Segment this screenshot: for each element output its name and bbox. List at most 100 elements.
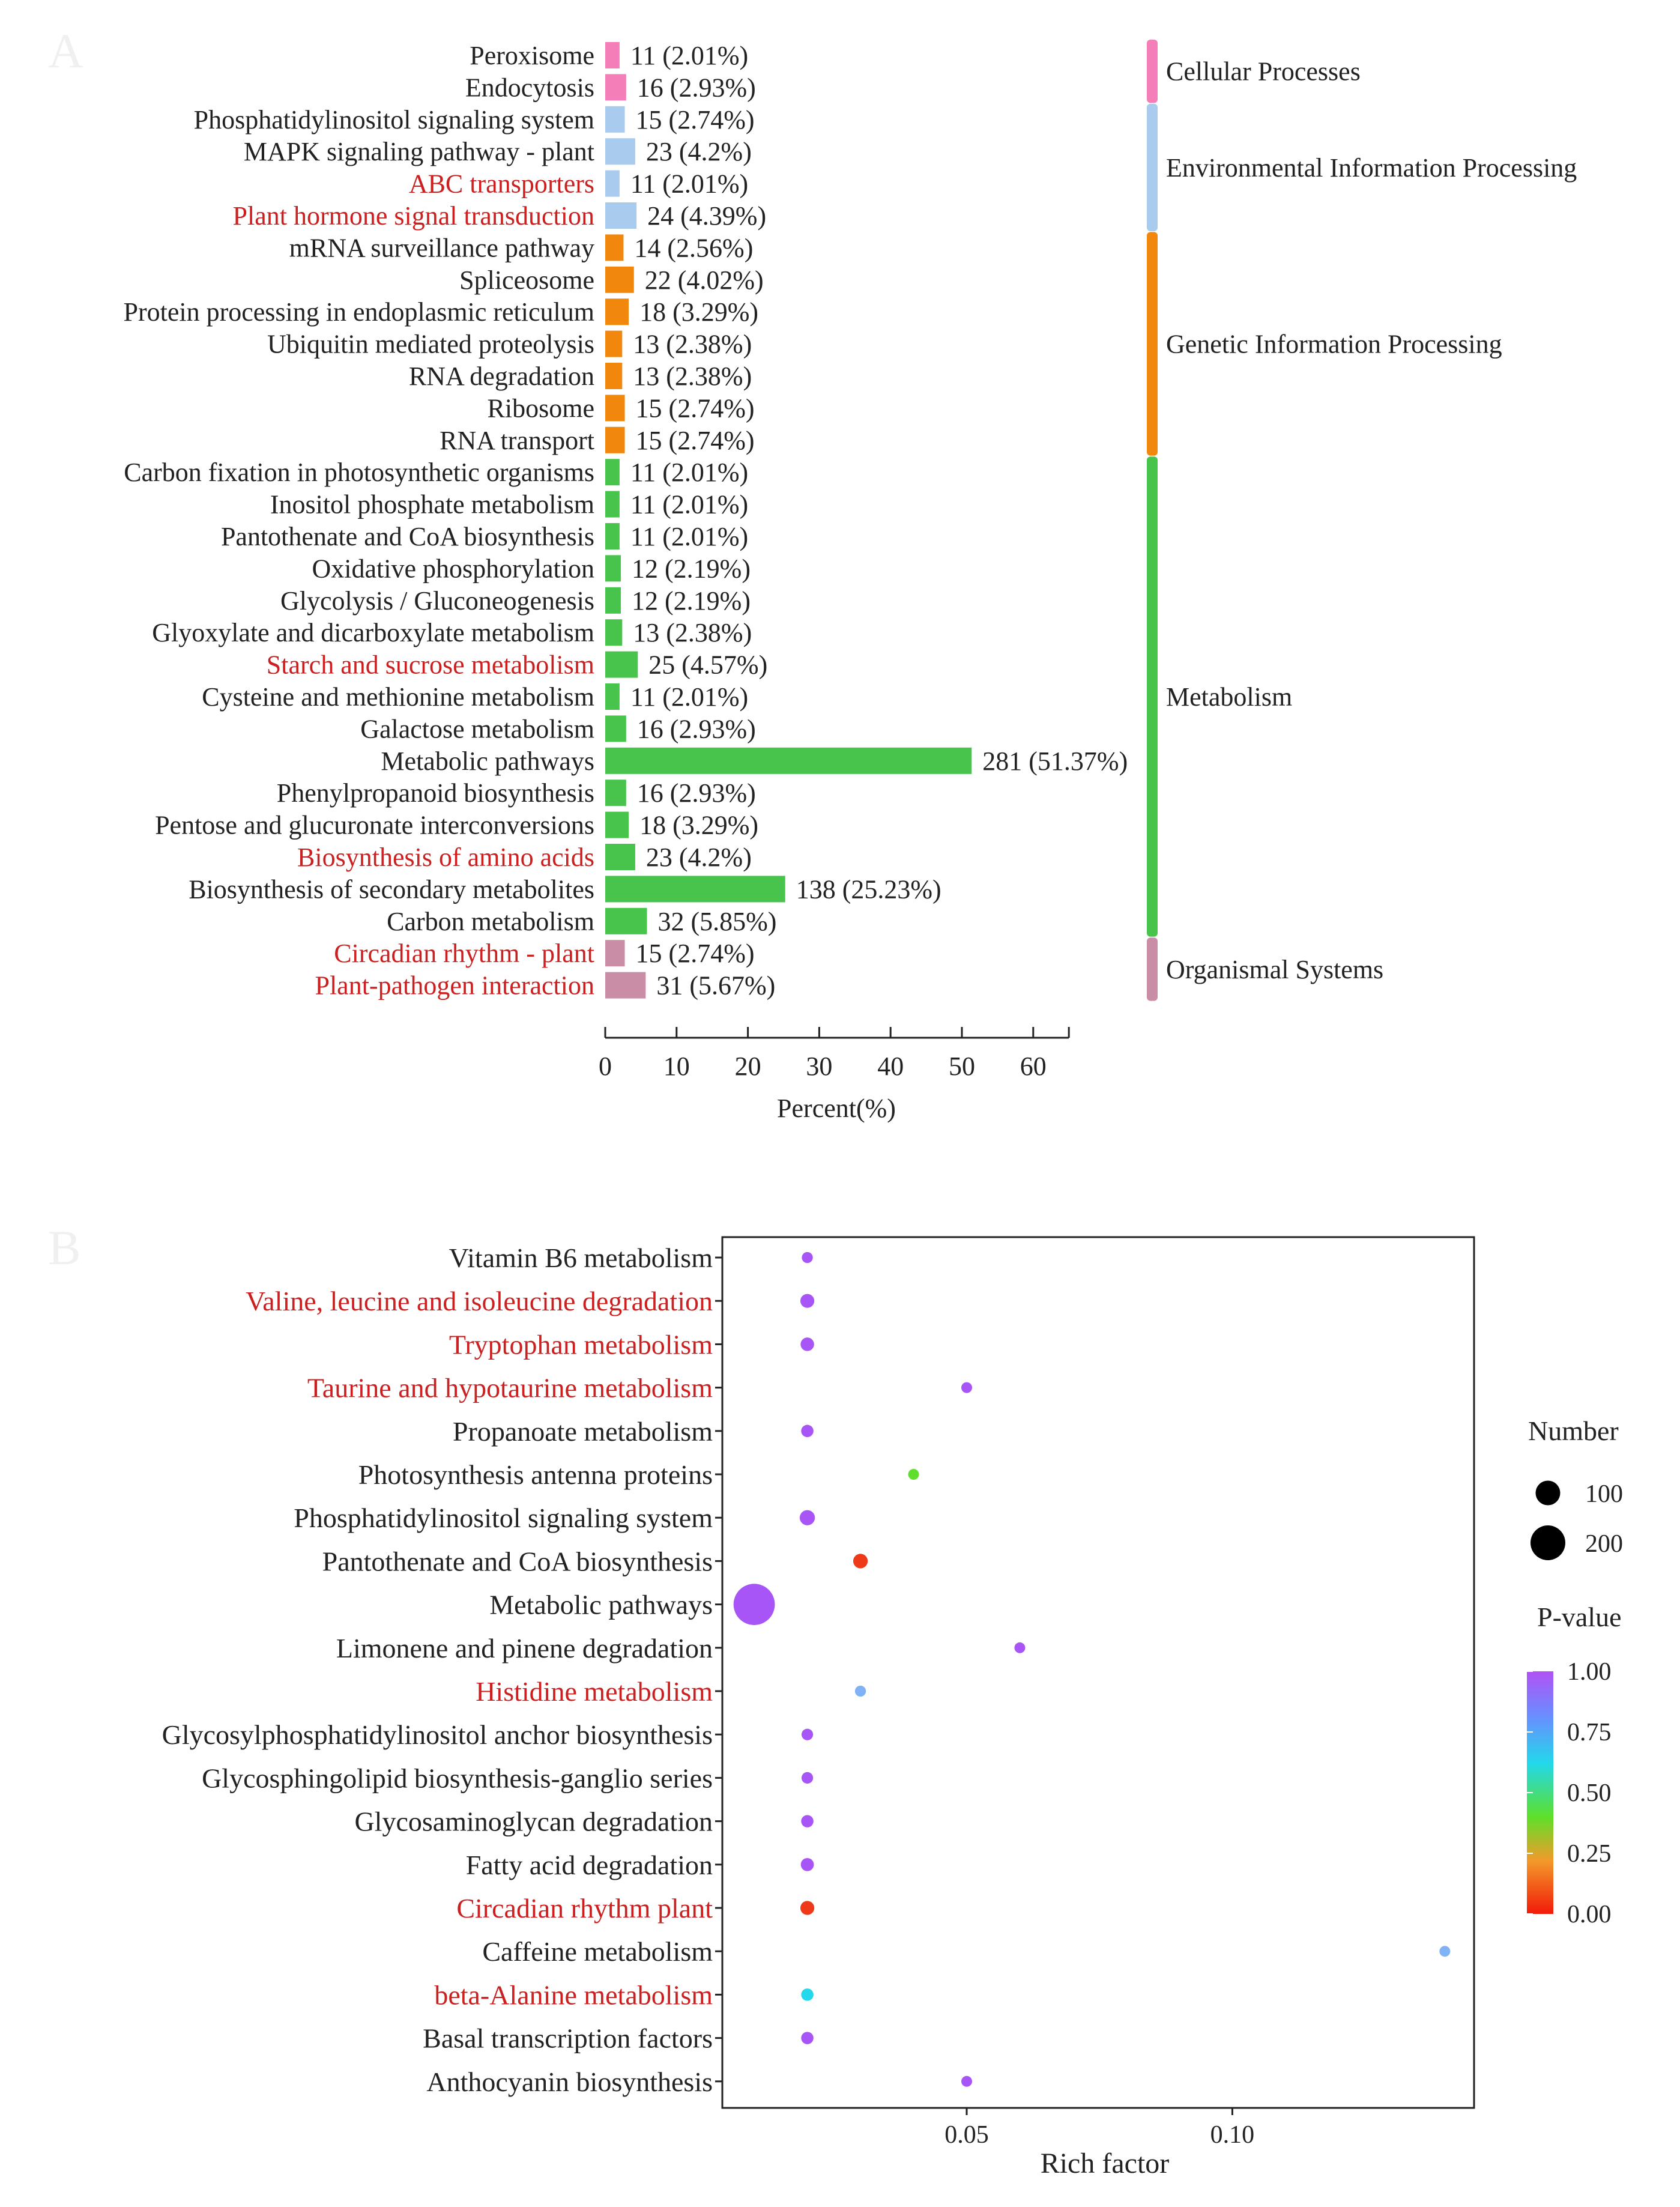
category-label: RNA transport [440,426,594,455]
value-label: 13 (2.38%) [633,330,752,359]
group-bracket [1147,232,1158,456]
value-label: 281 (51.37%) [982,746,1128,776]
category-label: Endocytosis [465,73,594,102]
bar [605,940,625,967]
category-label: MAPK signaling pathway - plant [244,137,594,166]
category-label: Galactose metabolism [360,714,594,743]
bar [605,106,625,133]
category-label: Metabolic pathways [381,746,594,776]
point [801,1815,814,1827]
category-label: Cysteine and methionine metabolism [202,682,594,712]
value-label: 22 (4.02%) [645,265,764,295]
pathway-label: Circadian rhythm plant [456,1893,713,1924]
pathway-label: Limonene and pinene degradation [336,1633,713,1664]
pathway-label: Caffeine metabolism [482,1936,713,1967]
category-label: Phosphatidylinositol signaling system [194,105,594,135]
category-label: Biosynthesis of secondary metabolites [189,874,594,904]
tick-label: 0.10 [1210,2121,1255,2149]
panel-b-label: B [48,1220,81,1275]
point-series [733,1252,1451,2087]
pathway-label: Glycosylphosphatidylinositol anchor bios… [162,1719,713,1750]
pathway-label: Fatty acid degradation [466,1850,713,1880]
category-label: Carbon fixation in photosynthetic organi… [124,458,594,487]
point [800,1857,814,1871]
bar-series [605,42,972,999]
category-labels: Peroxisome Endocytosis Phosphatidylinosito… [123,41,594,1001]
value-label: 11 (2.01%) [630,490,748,519]
category-label: Phenylpropanoid biosynthesis [277,778,594,808]
bar [605,811,629,838]
color-legend-title: P-value [1537,1602,1622,1632]
tick-label: 30 [806,1052,832,1081]
tick-label: 50 [949,1052,975,1081]
value-label: 11 (2.01%) [630,522,748,551]
value-label: 23 (4.2%) [646,137,752,166]
point [854,1685,866,1697]
category-label: Biosynthesis of amino acids [297,843,594,872]
value-label: 11 (2.01%) [630,458,748,487]
bar [605,780,626,807]
color-bar-label: 0.25 [1567,1840,1612,1868]
bar [605,619,623,646]
bar [605,683,620,710]
bar [605,138,635,165]
point [853,1554,868,1569]
group-label: Environmental Information Processing [1166,153,1577,183]
point [800,1294,815,1308]
point [800,1337,814,1351]
category-label: Glyoxylate and dicarboxylate metabolism [152,618,594,647]
value-label: 18 (3.29%) [639,811,758,840]
color-bar-label: 0.00 [1567,1901,1612,1928]
x-axis-title: Rich factor [1041,2148,1170,2179]
pathway-label: Phosphatidylinositol signaling system [294,1503,713,1533]
category-label: Glycolysis / Gluconeogenesis [280,586,594,616]
point [1014,1642,1026,1653]
bar [605,876,785,903]
category-label: Starch and sucrose metabolism [267,650,594,680]
pathway-label: Propanoate metabolism [453,1416,713,1447]
tick-label: 0 [599,1052,612,1081]
value-label: 14 (2.56%) [634,233,753,262]
pathway-label: Valine, leucine and isoleucine degradati… [246,1286,713,1316]
bar [605,426,625,453]
bar [605,972,646,999]
category-label: Pantothenate and CoA biosynthesis [221,522,594,551]
category-label: mRNA surveillance pathway [289,233,594,262]
color-bar-label: 0.75 [1567,1719,1612,1746]
point [1439,1946,1451,1957]
tick-label: 0.05 [944,2121,989,2149]
group-bracket [1147,456,1158,937]
group-label: Cellular Processes [1166,57,1361,86]
pathway-label: Glycosaminoglycan degradation [354,1806,713,1837]
bar [605,907,647,934]
category-label: Inositol phosphate metabolism [270,490,594,519]
point [801,1424,814,1438]
point [961,1382,973,1393]
point [908,1469,919,1480]
pathway-label: Basal transcription factors [423,2023,713,2054]
color-legend: P-value 1.00 0.75 0.50 0.25 0.00 [1527,1602,1622,1928]
category-label: Circadian rhythm - plant [334,939,594,968]
size-legend-dot [1535,1480,1561,1506]
value-label: 11 (2.01%) [630,169,748,199]
value-label: 25 (4.57%) [648,650,767,680]
bar [605,202,637,229]
pathway-label: Metabolic pathways [489,1590,713,1620]
value-label: 24 (4.39%) [647,201,766,231]
bar [605,330,623,357]
bar [605,170,620,197]
point [801,1988,814,2001]
point [802,1252,813,1264]
group-annotations: Cellular Processes Environmental Informat… [1147,40,1577,1001]
bar [605,234,624,261]
pathway-label: Taurine and hypotaurine metabolism [307,1373,713,1403]
bar [605,523,620,549]
category-label: Peroxisome [470,41,594,70]
pathway-label: Vitamin B6 metabolism [449,1243,713,1273]
point [733,1584,775,1625]
value-label: 11 (2.01%) [630,41,748,70]
panel-a-label: A [48,23,83,78]
category-label: Ubiquitin mediated proteolysis [267,330,594,359]
value-label: 32 (5.85%) [657,907,776,936]
bar [605,587,621,614]
